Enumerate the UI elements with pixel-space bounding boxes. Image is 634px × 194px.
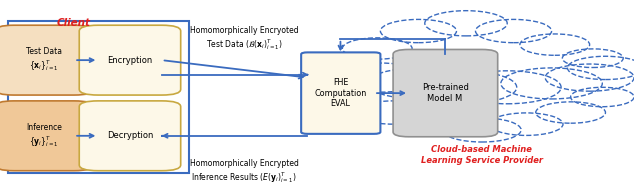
Circle shape [453, 71, 561, 104]
Circle shape [476, 19, 552, 43]
Circle shape [571, 87, 634, 107]
Text: Encryption: Encryption [107, 56, 153, 65]
Circle shape [380, 19, 456, 43]
Circle shape [489, 113, 563, 135]
Circle shape [545, 64, 634, 91]
Text: Cloud-based Machine
Learning Service Provider: Cloud-based Machine Learning Service Pro… [421, 146, 543, 165]
Text: Decryption: Decryption [107, 131, 153, 140]
Circle shape [342, 38, 412, 59]
Circle shape [401, 113, 474, 135]
Circle shape [562, 49, 623, 68]
FancyBboxPatch shape [0, 25, 93, 95]
Text: Inference
$\{\mathbf{y}_i\}_{i=1}^T$: Inference $\{\mathbf{y}_i\}_{i=1}^T$ [26, 123, 61, 149]
Circle shape [443, 118, 521, 142]
Text: Pre-trained
Model M: Pre-trained Model M [422, 83, 469, 103]
FancyBboxPatch shape [0, 101, 93, 171]
Circle shape [368, 68, 469, 99]
Circle shape [333, 63, 428, 92]
Circle shape [567, 56, 634, 80]
Text: Client: Client [57, 18, 91, 28]
Text: FHE
Computation
EVAL: FHE Computation EVAL [314, 78, 366, 108]
Circle shape [501, 68, 602, 99]
FancyBboxPatch shape [79, 101, 181, 171]
FancyBboxPatch shape [79, 25, 181, 95]
Text: Homomorphically Encrypted
Inference Results $(E(\mathbf{y}_i)_{i=1}^T)$: Homomorphically Encrypted Inference Resu… [190, 159, 299, 185]
Circle shape [520, 34, 590, 55]
Circle shape [425, 11, 507, 36]
FancyBboxPatch shape [393, 49, 498, 137]
Circle shape [409, 71, 517, 104]
FancyBboxPatch shape [301, 52, 380, 134]
Text: Homomorphically Encryoted
Test Data $(\mathcal{B}(\mathbf{x}_i)_{i=1}^T)$: Homomorphically Encryoted Test Data $(\m… [190, 26, 299, 52]
Circle shape [355, 101, 431, 124]
Circle shape [536, 102, 605, 123]
Text: Test Data
$\{\mathbf{x}_i\}_{i=1}^T$: Test Data $\{\mathbf{x}_i\}_{i=1}^T$ [26, 47, 61, 73]
